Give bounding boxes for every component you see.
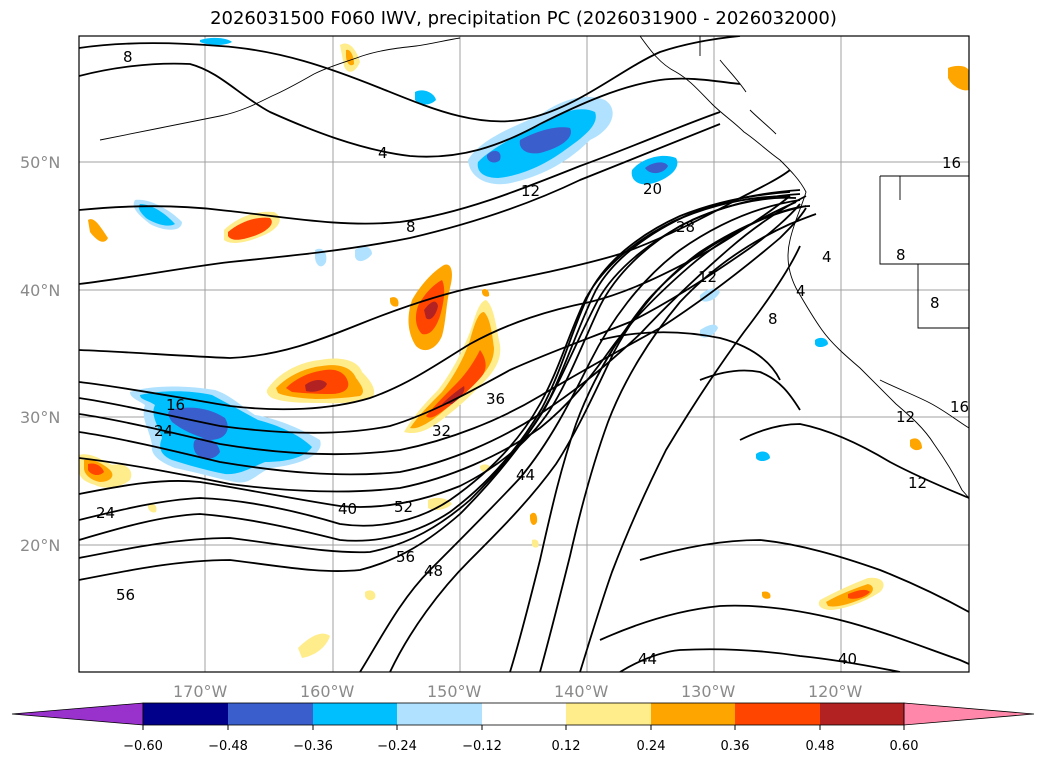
lon-axis-labels: 170°W 160°W 150°W 140°W 130°W 120°W [173,682,863,701]
contour-label: 44 [638,650,657,668]
colorbar-tick-label: −0.24 [377,739,417,754]
contour-label: 12 [896,408,915,426]
colorbar-segment [566,703,651,725]
colorbar-segment [228,703,313,725]
contour-label: 40 [338,500,357,518]
colorbar-segment [313,703,397,725]
contour-label: 16 [942,154,961,172]
contour-label: 28 [676,218,695,236]
contour-label: 12 [698,268,717,286]
map-title: 2026031500 F060 IWV, precipitation PC (2… [210,8,837,29]
contour-label: 16 [950,398,969,416]
contour-label: 56 [396,548,415,566]
lat-label: 50°N [20,153,60,172]
iwv-contours [79,36,969,672]
colorbar-tick-label: −0.36 [293,739,333,754]
contour-label: 32 [432,422,451,440]
contour-label: 8 [123,48,133,66]
colorbar-tick-label: −0.12 [462,739,502,754]
colorbar-tick-label: 0.24 [637,739,666,754]
contour-label: 24 [154,422,173,440]
contour-label: 8 [768,310,778,328]
colorbar-tick-label: 0.48 [806,739,835,754]
contour-label: 12 [521,182,540,200]
contour-label: 48 [424,562,443,580]
map-frame [78,35,970,673]
contour-label: 24 [96,504,115,522]
coastlines [99,36,969,499]
contour-label: 8 [406,218,416,236]
colorbar-tick-label: 0.60 [890,739,919,754]
lon-label: 140°W [554,682,609,701]
colorbar-tick-label: 0.36 [721,739,750,754]
contour-label: 44 [516,466,535,484]
colorbar-segment [482,703,566,725]
colorbar-segment [820,703,904,725]
contour-label: 56 [116,586,135,604]
lon-label: 150°W [427,682,482,701]
lat-label: 40°N [20,281,60,300]
contour-label: 40 [838,650,857,668]
colorbar-extend-high [903,702,1035,726]
lon-label: 170°W [173,682,228,701]
contour-label: 52 [394,498,413,516]
colorbar-tick-label: 0.12 [552,739,581,754]
colorbar-segment [397,703,482,725]
lat-label: 30°N [20,408,60,427]
colorbar-segment [735,703,820,725]
contour-label: 8 [930,294,940,312]
contour-label: 16 [166,396,185,414]
colorbar: −0.60 −0.48 −0.36 −0.24 −0.12 0.12 0.24 … [11,702,1035,754]
contour-label: 20 [643,180,662,198]
colorbar-segment [651,703,735,725]
colorbar-tick-label: −0.48 [208,739,248,754]
colorbar-segment [143,703,228,725]
lon-label: 160°W [300,682,355,701]
lon-label: 130°W [681,682,736,701]
lat-axis-labels: 50°N 40°N 30°N 20°N [20,153,60,555]
lon-label: 120°W [808,682,863,701]
colorbar-tick-label: −0.60 [123,739,163,754]
contour-labels: 8 4 8 12 20 28 12 8 4 16 24 32 36 44 40 … [96,48,969,668]
lat-label: 20°N [20,536,60,555]
contour-label: 4 [378,144,388,162]
contour-label: 8 [896,246,906,264]
contour-label: 4 [796,282,806,300]
contour-label: 12 [908,474,927,492]
contour-label: 4 [822,248,832,266]
contour-label: 36 [486,390,505,408]
precip-positive-shading [79,43,969,658]
colorbar-extend-low [11,702,144,726]
